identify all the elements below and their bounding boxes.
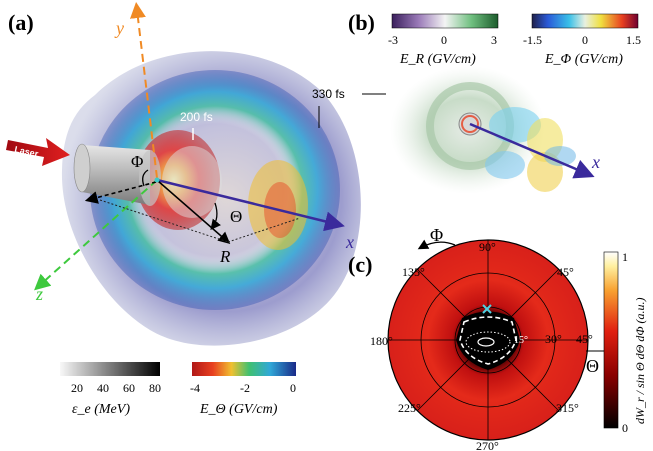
origin-marker	[154, 177, 160, 183]
laser-label: Laser	[14, 144, 40, 159]
phi-vector	[84, 181, 157, 204]
radial-tick-30: 30°	[545, 332, 562, 346]
laser-arrow: Laser	[6, 138, 70, 166]
r-label: R	[219, 247, 231, 266]
er-colorbar	[391, 13, 499, 29]
angle-225: 225°	[398, 401, 421, 415]
x-axis-label: x	[345, 232, 354, 252]
radial-tick-45: 45°	[576, 332, 593, 346]
time-label-200: 200 fs	[180, 110, 213, 124]
polar-colorbar-min: 0	[622, 421, 628, 435]
contour-solid	[477, 337, 495, 347]
polar-colorbar-label: dW_r / sin Θ dΘ dΦ (a.u.)	[633, 298, 647, 424]
b-x-axis-label: x	[591, 152, 600, 172]
angle-270: 270°	[476, 439, 499, 451]
ephi-colorbar	[531, 13, 639, 29]
phi-direction-arc	[417, 239, 456, 250]
contour-dashed	[459, 316, 517, 365]
contour-dotted	[465, 331, 511, 353]
z-axis-line	[34, 179, 158, 291]
b-x-axis-line	[469, 122, 595, 179]
panel-c-label: (c)	[348, 252, 372, 277]
z-axis-label: z	[35, 284, 43, 304]
energy-tick-80: 80	[149, 381, 161, 395]
projection-line	[99, 199, 229, 243]
bottom-colorbars: 20 40 60 80 ε_e (MeV) -4 -2 0 E_Θ (GV/cm…	[60, 362, 296, 417]
phi-arc	[142, 169, 149, 187]
er-tick-min: -3	[388, 33, 398, 47]
electron-cloud	[162, 146, 222, 218]
panel-b: (b) -3 0 3 E_R (GV/cm) -1.5 0 1.5 E_Φ (G…	[312, 10, 641, 194]
ephi-tick-min: -1.5	[523, 33, 542, 47]
etheta-colorbar	[192, 362, 296, 376]
er-tick-max: 3	[491, 33, 497, 47]
theta-label-a: Θ	[230, 207, 242, 226]
r-vector	[157, 180, 231, 244]
er-colorbar-label: E_R (GV/cm)	[399, 52, 476, 67]
low-emission-core	[456, 311, 520, 370]
panel-a-label: (a)	[8, 10, 34, 35]
ephi-tick-mid: 0	[582, 33, 588, 47]
etheta-tick-min: -4	[190, 381, 200, 395]
energy-colorbar	[60, 362, 160, 376]
phi-label-c: Φ	[430, 225, 443, 245]
y-axis-line	[130, 2, 158, 179]
etheta-tick-max: 0	[290, 381, 296, 395]
panel-a: Laser 200 fs (a) y z x Φ Θ R	[6, 2, 361, 346]
hot-spot-right	[248, 160, 308, 250]
b-target-ring	[461, 115, 479, 133]
radial-tick-15: 15°	[514, 335, 528, 346]
theta-label-c: Θ	[586, 356, 599, 376]
panel-b-label: (b)	[348, 10, 375, 35]
angle-45: 45°	[557, 265, 574, 279]
energy-colorbar-label: ε_e (MeV)	[72, 402, 130, 417]
phi-label-a: Φ	[131, 152, 143, 171]
polar-colorbar-max: 1	[622, 250, 628, 264]
x-axis-line	[156, 178, 345, 232]
angle-135: 135°	[402, 265, 425, 279]
peak-marker	[482, 304, 492, 314]
etheta-colorbar-label: E_Θ (GV/cm)	[199, 402, 278, 417]
angle-180: 180°	[370, 334, 393, 348]
polar-colorbar	[603, 251, 619, 429]
ephi-lobes	[485, 107, 576, 192]
ephi-colorbar-label: E_Φ (GV/cm)	[544, 52, 623, 67]
panel-c: (c) 90° 45° 135° 180° 225° 270° 315° 15°…	[348, 225, 647, 451]
theta-arc	[210, 202, 221, 231]
angle-315: 315°	[556, 401, 579, 415]
energy-tick-20: 20	[71, 381, 83, 395]
ephi-tick-max: 1.5	[626, 33, 641, 47]
time-label-330: 330 fs	[312, 87, 345, 101]
angle-90: 90°	[479, 240, 496, 254]
projection-line-2	[227, 217, 301, 243]
er-tick-mid: 0	[441, 33, 447, 47]
etheta-tick-mid: -2	[240, 381, 250, 395]
energy-tick-60: 60	[123, 381, 135, 395]
energy-tick-40: 40	[97, 381, 109, 395]
y-axis-label: y	[114, 18, 124, 38]
